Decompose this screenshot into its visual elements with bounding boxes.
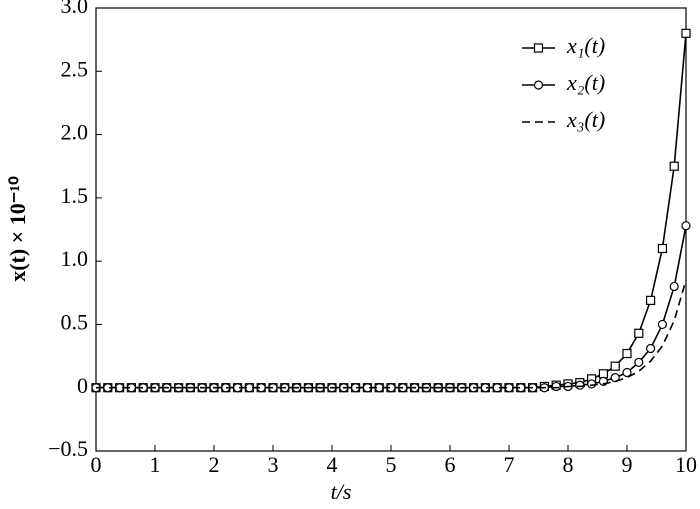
point <box>681 221 691 231</box>
y-tick-label: 0 <box>77 373 88 398</box>
point <box>645 295 656 305</box>
point <box>634 328 644 338</box>
y-tick-label: 0.5 <box>61 309 89 334</box>
x-tick-label: 3 <box>268 452 279 477</box>
point <box>586 379 597 389</box>
point <box>669 281 679 292</box>
point <box>610 361 620 371</box>
y-tick-label: 1.0 <box>61 246 89 271</box>
point <box>598 369 609 379</box>
x-tick-label: 5 <box>386 452 397 477</box>
x-tick-label: 0 <box>91 452 102 477</box>
legend-label: x₁(t) <box>566 33 605 58</box>
series-line <box>96 279 687 389</box>
x-tick-label: 8 <box>563 452 574 477</box>
point <box>634 357 644 367</box>
point <box>669 161 679 171</box>
point <box>551 381 561 392</box>
legend-marker <box>533 43 544 53</box>
x-tick-label: 4 <box>327 452 338 477</box>
y-tick-label: 3.0 <box>61 0 89 18</box>
y-tick-label: 2.0 <box>61 120 89 145</box>
series-line <box>96 225 687 389</box>
y-tick-label: 2.5 <box>61 56 89 81</box>
legend-label: x₂(t) <box>566 70 605 95</box>
point <box>622 367 632 378</box>
x-tick-label: 2 <box>209 452 220 477</box>
legend-marker <box>533 80 544 90</box>
point <box>610 372 620 383</box>
x-axis-label: t/s <box>331 479 352 504</box>
point <box>645 343 656 354</box>
point <box>575 380 585 390</box>
legend-label: x₃(t) <box>566 107 605 132</box>
point <box>657 319 668 330</box>
x-tick-label: 7 <box>504 452 515 477</box>
x-tick-label: 6 <box>445 452 456 477</box>
y-axis-label: x(t) × 10⁻¹⁰ <box>5 176 30 282</box>
x-tick-label: 1 <box>150 452 161 477</box>
x-tick-label: 9 <box>622 452 633 477</box>
x-tick-label: 10 <box>675 452 697 477</box>
point <box>622 348 632 359</box>
y-tick-label: 1.5 <box>61 183 89 208</box>
point <box>681 28 691 38</box>
point <box>657 243 668 254</box>
y-tick-label: −0.5 <box>48 436 88 461</box>
